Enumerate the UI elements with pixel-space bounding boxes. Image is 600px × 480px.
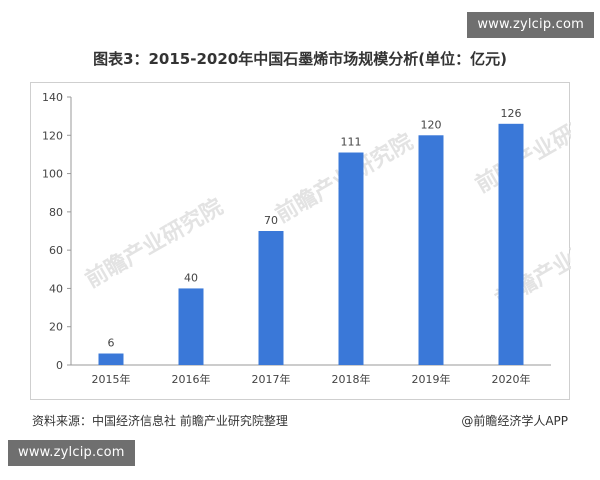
x-tick-label: 2017年 xyxy=(252,372,291,386)
bar-6 xyxy=(498,123,524,365)
x-tick-label: 2019年 xyxy=(412,372,451,386)
y-tick-label: 120 xyxy=(42,129,63,142)
y-tick-label: 140 xyxy=(42,91,63,104)
chart-title: 图表3：2015-2020年中国石墨烯市场规模分析(单位：亿元) xyxy=(93,50,507,68)
bar-3 xyxy=(258,231,284,365)
bar-chart: 前瞻产业研究院前瞻产业研究院前瞻产业研究院前瞻产业研究院020406080100… xyxy=(42,91,571,386)
bar-2 xyxy=(178,288,204,365)
bar-4 xyxy=(338,152,364,365)
y-tick-label: 80 xyxy=(49,206,63,219)
x-tick-label: 2015年 xyxy=(92,372,131,386)
source-note: 资料来源：中国经济信息社 前瞻产业研究院整理 xyxy=(32,414,288,428)
watermark-text: 前瞻产业研究院 xyxy=(81,194,227,294)
data-label: 111 xyxy=(341,136,362,149)
site-badge-bottom: www.zylcip.com xyxy=(8,440,135,466)
x-tick-label: 2018年 xyxy=(332,372,371,386)
data-label: 120 xyxy=(421,118,442,131)
bar-1 xyxy=(98,353,124,365)
data-label: 70 xyxy=(264,214,278,227)
y-tick-label: 100 xyxy=(42,168,63,181)
credit-text: @前瞻经济学人APP xyxy=(461,414,568,428)
data-label: 6 xyxy=(108,337,115,350)
chart-frame: 前瞻产业研究院前瞻产业研究院前瞻产业研究院前瞻产业研究院020406080100… xyxy=(30,82,571,400)
bar-5 xyxy=(418,135,444,365)
data-label: 40 xyxy=(184,271,198,284)
y-tick-label: 20 xyxy=(49,321,63,334)
y-tick-label: 0 xyxy=(56,359,63,372)
y-tick-label: 40 xyxy=(49,282,63,295)
site-badge-top: www.zylcip.com xyxy=(467,12,594,38)
x-tick-label: 2020年 xyxy=(492,372,531,386)
data-label: 126 xyxy=(501,107,522,120)
y-tick-label: 60 xyxy=(49,244,63,257)
x-tick-label: 2016年 xyxy=(172,372,211,386)
